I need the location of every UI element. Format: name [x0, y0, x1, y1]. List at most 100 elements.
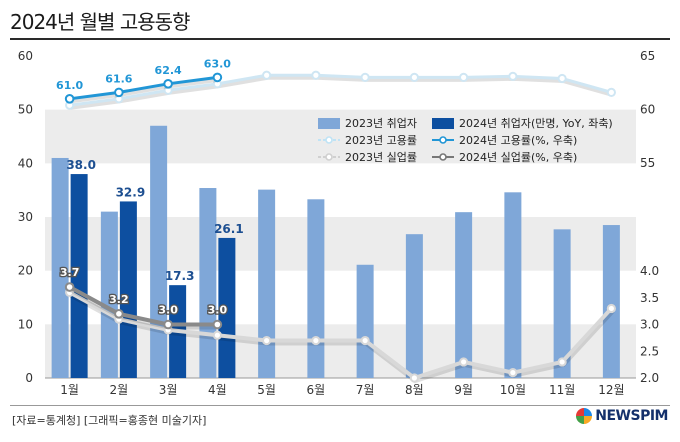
bar-2023: [100, 211, 118, 378]
left-axis-tick: 60: [18, 49, 33, 63]
legend-marker-emp2023: [325, 136, 333, 144]
legend-marker-unemp2024: [439, 153, 447, 161]
x-axis-tick: 1월: [60, 383, 79, 397]
line-emp-2023-point: [409, 72, 419, 83]
legend-label: 2023년 취업자: [345, 117, 417, 130]
legend-swatch-bar2023: [318, 118, 340, 129]
line-unemp-2024: [68, 285, 218, 327]
bar-2023: [504, 192, 522, 378]
bar-2023: [258, 189, 276, 378]
emp-2024-label: 61.0: [56, 79, 83, 92]
line-emp-2024-point: [114, 87, 124, 98]
line-emp-2024-shadow: [70, 76, 219, 104]
x-axis-tick: 11월: [549, 383, 575, 397]
right-axis-lower-tick: 3.5: [640, 291, 659, 305]
x-axis-tick: 9월: [454, 383, 473, 397]
bar-2024: [218, 237, 236, 378]
legend-marker-unemp2023: [325, 153, 333, 161]
bar-2024: [119, 201, 137, 378]
page-title: 2024년 월별 고용동향: [10, 10, 190, 34]
x-axis-tick: 8월: [405, 383, 424, 397]
legend-label: 2024년 취업자(만명, YoY, 좌축): [459, 117, 613, 130]
right-axis-lower-tick: 2.5: [640, 344, 659, 358]
line-emp-2023-point: [557, 73, 567, 84]
bar-2023: [307, 199, 325, 378]
emp-2024-label: 63.0: [204, 57, 231, 70]
emp-2024-label: 62.4: [155, 64, 182, 77]
bar-2023: [405, 234, 423, 378]
left-axis-tick: 40: [18, 156, 33, 170]
line-emp-2023-point: [360, 72, 370, 83]
right-axis-lower-tick: 4.0: [640, 264, 659, 278]
legend-label: 2023년 실업률: [345, 151, 417, 164]
bar-2024-label: 38.0: [66, 158, 96, 172]
title-divider: [10, 38, 670, 40]
bar-2024-label: 32.9: [116, 185, 146, 199]
line-unemp-2023-point: [212, 330, 222, 340]
bar-2023: [51, 157, 69, 378]
x-axis-tick: 6월: [307, 383, 326, 397]
line-emp-2024-point: [163, 79, 173, 89]
legend-marker-emp2024: [439, 136, 447, 144]
line-unemp-2023-point: [409, 373, 419, 383]
line-emp-2023-point: [508, 71, 518, 81]
right-axis-lower-tick: 3.0: [640, 318, 659, 332]
right-axis-upper-tick: 55: [640, 156, 655, 170]
newspim-logo: NEWSPIM: [576, 408, 668, 424]
right-axis-upper-tick: 60: [640, 103, 655, 117]
bar-2023: [553, 229, 571, 378]
bar-2023: [602, 225, 620, 378]
bar-2024-label: 26.1: [214, 222, 244, 236]
bar-2023: [199, 188, 217, 378]
line-emp-2023-point: [606, 87, 616, 97]
line-unemp-2023-point: [606, 303, 616, 314]
line-emp-2024-point: [212, 72, 223, 83]
line-unemp-2023: [68, 290, 613, 381]
x-axis-tick: 7월: [356, 383, 375, 397]
x-axis-tick: 5월: [257, 383, 276, 397]
line-unemp-2024-point: [163, 319, 173, 330]
line-emp-2023-point: [459, 72, 469, 83]
x-axis-tick: 4월: [208, 383, 227, 397]
right-axis-upper-tick: 65: [640, 49, 655, 63]
left-axis-tick: 10: [18, 317, 33, 331]
bar-2023: [356, 264, 374, 378]
line-unemp-2023-point: [459, 357, 469, 367]
footer-divider: [10, 405, 670, 406]
legend-label: 2023년 고용률: [345, 134, 417, 147]
left-axis-tick: 50: [18, 103, 33, 117]
line-unemp-2024-point: [64, 282, 75, 292]
source-credit: [자료=통계청] [그래픽=홍종현 미술기자]: [12, 414, 207, 427]
unemp-2024-label: 3.0: [208, 304, 228, 317]
legend-swatch-bar2024: [432, 118, 454, 129]
line-unemp-2023-point: [262, 335, 272, 346]
legend-label: 2024년 실업률(%, 우축): [459, 151, 577, 164]
left-axis-tick: 0: [25, 371, 33, 385]
bar-2023: [150, 125, 168, 379]
line-unemp-2023-point: [360, 335, 370, 346]
emp-2024-label: 61.6: [105, 72, 132, 85]
line-unemp-2023-point: [311, 335, 321, 346]
line-unemp-2023-point: [557, 357, 567, 367]
line-emp-2023-shadow: [70, 74, 614, 110]
line-emp-2024: [69, 75, 218, 101]
right-axis-lower-tick: 2.0: [640, 371, 659, 385]
bar-2023: [455, 212, 473, 378]
logo-text: NEWSPIM: [595, 408, 668, 424]
x-axis-tick: 3월: [159, 383, 178, 397]
x-axis-tick: 2월: [110, 383, 129, 397]
legend-label: 2024년 고용률(%, 우축): [459, 134, 577, 147]
unemp-2024-label: 3.0: [158, 304, 178, 317]
unemp-2024-label: 3.7: [60, 266, 80, 279]
x-axis-tick: 12월: [598, 383, 624, 397]
line-emp-2024-point: [64, 94, 75, 104]
line-unemp-2024-point: [114, 309, 124, 319]
x-axis-tick: 10월: [500, 383, 526, 397]
left-axis-tick: 20: [18, 264, 33, 278]
bar-2024-label: 17.3: [165, 269, 195, 283]
line-unemp-2023-point: [508, 368, 518, 378]
line-emp-2023-point: [262, 70, 272, 80]
unemp-2024-label: 3.2: [109, 293, 129, 306]
line-emp-2023-point: [311, 70, 321, 80]
